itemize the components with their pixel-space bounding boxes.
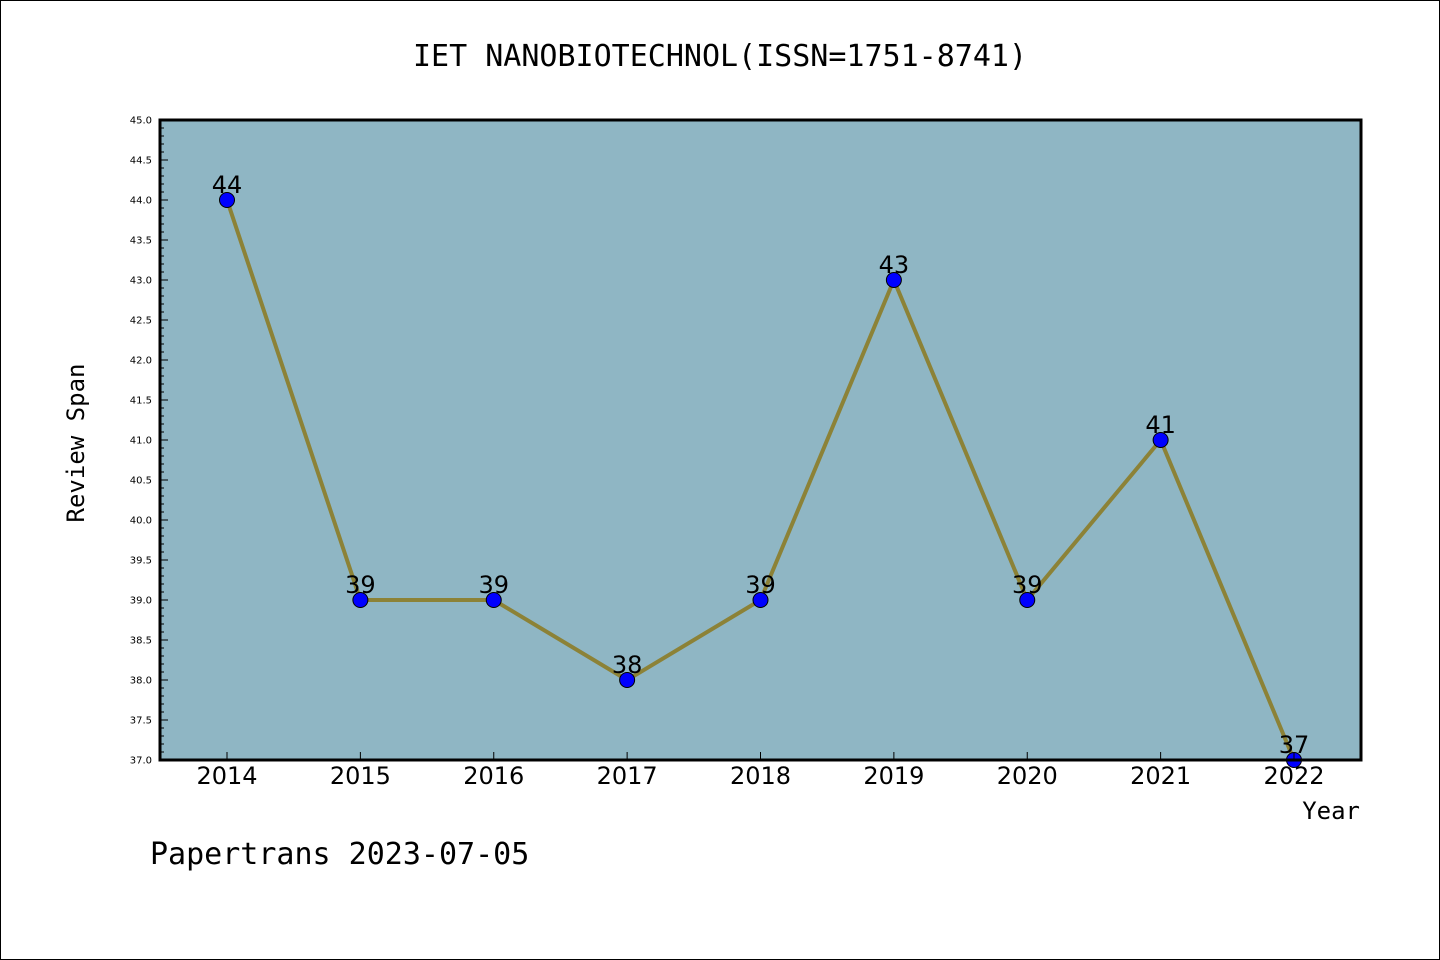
x-axis: 2014 2015 2016 2017 2018 2019 2020 2021 2022 <box>196 752 1325 790</box>
x-tick-label: 2021 <box>1130 762 1191 790</box>
y-tick-label: 44.5 <box>130 156 152 167</box>
y-tick-label: 37.5 <box>130 716 152 727</box>
x-tick-label: 2020 <box>997 762 1058 790</box>
footer-credit: Papertrans 2023-07-05 <box>150 837 529 872</box>
y-tick-label: 40.5 <box>130 476 152 487</box>
data-point <box>352 592 369 608</box>
y-tick-label: 45.0 <box>130 116 152 127</box>
x-tick-label: 2022 <box>1263 762 1324 790</box>
y-tick-label: 41.0 <box>130 436 152 447</box>
x-tick-label: 2017 <box>597 762 658 790</box>
x-tick-label: 2015 <box>330 762 391 790</box>
data-point <box>885 272 902 288</box>
y-tick-label: 38.0 <box>130 676 152 687</box>
plot-border <box>158 118 1363 762</box>
y-tick-label: 38.5 <box>130 636 152 647</box>
y-tick-label: 42.5 <box>130 316 152 327</box>
data-label: 39 <box>345 571 376 599</box>
data-label: 39 <box>478 571 509 599</box>
y-tick-label: 43.0 <box>130 276 152 287</box>
data-point <box>752 592 769 608</box>
x-tick-label: 2016 <box>463 762 524 790</box>
data-label: 38 <box>612 651 643 679</box>
data-point <box>1152 432 1169 448</box>
data-label: 39 <box>745 571 776 599</box>
y-tick-label: 37.0 <box>130 756 152 767</box>
y-axis: 37.0 37.5 38.0 38.5 39.0 39.5 40.0 40.5 41.0 41.5… <box>130 116 168 767</box>
data-label: 43 <box>879 251 910 279</box>
y-tick-label: 42.0 <box>130 356 152 367</box>
data-label: 41 <box>1145 411 1176 439</box>
y-axis-label: Review Span <box>62 364 90 523</box>
chart-title: IET NANOBIOTECHNOL(ISSN=1751-8741) <box>413 39 1027 74</box>
y-tick-label: 39.0 <box>130 596 152 607</box>
x-axis-label: Year <box>1302 797 1360 825</box>
x-tick-label: 2018 <box>730 762 791 790</box>
y-tick-label: 44.0 <box>130 196 152 207</box>
plot-area <box>160 120 1361 760</box>
data-point <box>485 592 502 608</box>
y-tick-label: 39.5 <box>130 556 152 567</box>
x-tick-label: 2014 <box>196 762 257 790</box>
y-tick-label: 43.5 <box>130 236 152 247</box>
data-point <box>219 192 235 208</box>
data-point <box>1019 592 1036 608</box>
x-tick-label: 2019 <box>863 762 924 790</box>
y-tick-label: 40.0 <box>130 516 152 527</box>
data-point <box>619 672 636 688</box>
data-label: 39 <box>1012 571 1043 599</box>
data-label: 44 <box>212 171 243 199</box>
y-tick-label: 41.5 <box>130 396 152 407</box>
